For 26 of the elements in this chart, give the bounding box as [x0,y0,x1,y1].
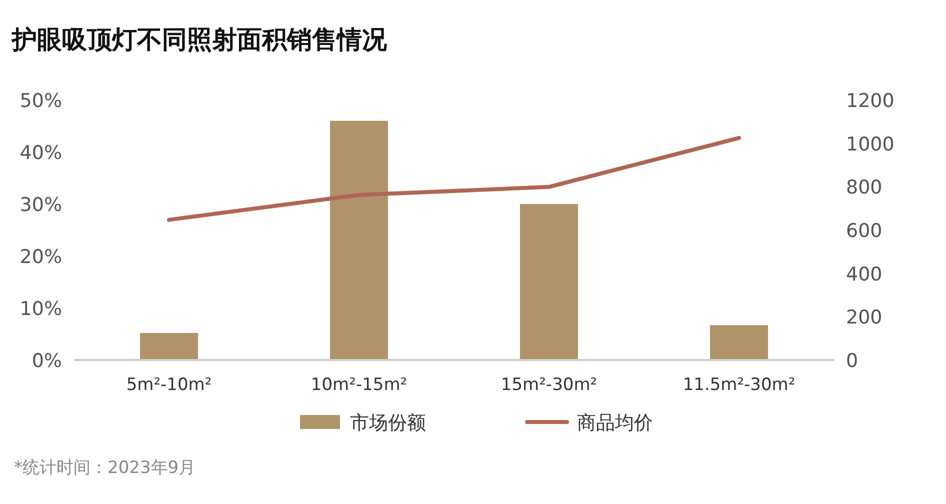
bar [710,325,768,360]
x-tick-label: 15m²-30m² [500,375,598,395]
bar [140,332,198,360]
chart-title: 护眼吸顶灯不同照射面积销售情况 [11,25,388,54]
x-tick-label: 11.5m²-30m² [682,375,796,395]
legend-label: 商品均价 [577,412,653,434]
y-tick-label: 50% [20,90,62,112]
y2-tick-label: 200 [846,306,882,329]
line-series [167,136,741,222]
y2-tick-label: 600 [846,220,882,242]
y2-tick-label: 400 [846,263,882,286]
y-tick-label: 0% [32,350,62,372]
y-tick-label: 10% [20,298,62,320]
y2-tick-label: 1200 [846,90,894,112]
text: *统计时间：2023年9月 [14,458,196,478]
bar [520,204,578,360]
y-tick-label: 20% [20,246,62,268]
y-tick-label: 40% [20,142,62,164]
x-tick-label: 10m²-15m² [310,375,408,395]
legend-label: 市场份额 [350,412,426,434]
bar [330,120,388,360]
y2-tick-label: 800 [846,176,882,199]
y-tick-label: 30% [20,194,62,216]
x-tick-label: 5m²-10m² [126,375,212,395]
y2-tick-label: 0 [846,350,858,372]
y2-tick-label: 1000 [846,133,894,156]
